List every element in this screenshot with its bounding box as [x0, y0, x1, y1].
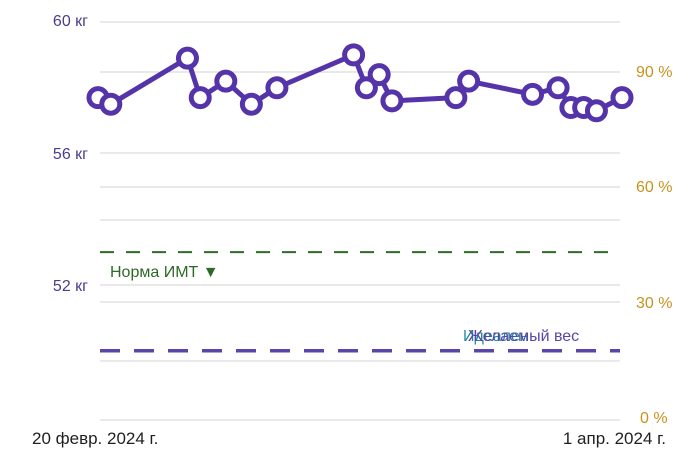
data-point[interactable]: [265, 76, 289, 100]
left-tick-label: 60 кг: [53, 13, 88, 30]
target-weight-label: Желаемый вес: [468, 328, 579, 345]
right-tick-label: 30 %: [636, 295, 672, 312]
data-point[interactable]: [521, 82, 545, 106]
x-end-label: 1 апр. 2024 г.: [563, 429, 666, 448]
data-point[interactable]: [367, 63, 391, 87]
reference-lines: [100, 251, 620, 353]
left-tick-label: 56 кг: [53, 146, 88, 163]
data-point[interactable]: [354, 76, 378, 100]
data-point[interactable]: [546, 76, 570, 100]
axis-labels: 60 кг 56 кг 52 кг 90 % 60 % 30 % 0 % 20 …: [32, 13, 672, 448]
data-point[interactable]: [99, 92, 123, 116]
data-point[interactable]: [584, 99, 608, 123]
ideal-weight-label: Идеален: [463, 328, 529, 345]
data-point[interactable]: [342, 43, 366, 67]
data-point[interactable]: [380, 89, 404, 113]
data-point[interactable]: [175, 46, 199, 70]
right-tick-label: 60 %: [636, 179, 672, 196]
data-point[interactable]: [214, 69, 238, 93]
bmi-norm-label: Норма ИМТ ▼: [110, 264, 219, 281]
right-tick-label: 0 %: [640, 410, 668, 427]
data-point[interactable]: [444, 86, 468, 110]
data-point[interactable]: [610, 86, 634, 110]
data-point[interactable]: [239, 92, 263, 116]
weight-series: [86, 43, 634, 123]
data-point[interactable]: [457, 69, 481, 93]
right-tick-label: 90 %: [636, 64, 672, 81]
data-point[interactable]: [188, 86, 212, 110]
left-tick-label: 52 кг: [53, 278, 88, 295]
grid-lines: [100, 21, 620, 421]
x-start-label: 20 февр. 2024 г.: [32, 429, 158, 448]
